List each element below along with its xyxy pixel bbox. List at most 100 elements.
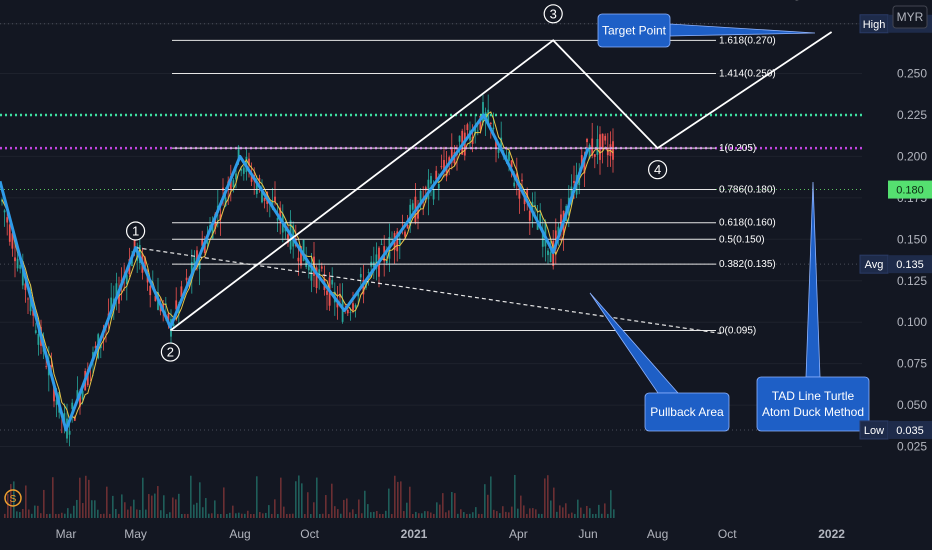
candle-body	[242, 167, 245, 174]
candle-body	[352, 303, 354, 311]
volume-bar	[10, 484, 12, 518]
volume-bar	[301, 483, 303, 518]
candle-body	[310, 264, 313, 281]
x-tick-label: Aug	[647, 527, 668, 541]
x-tick-label: Apr	[509, 527, 528, 541]
volume-bar	[472, 512, 474, 518]
callout-pointer	[805, 181, 821, 378]
volume-bar	[58, 513, 60, 518]
candle-body	[24, 283, 27, 290]
volume-bar	[253, 513, 255, 518]
volume-bar	[151, 495, 153, 518]
x-tick-label: Mar	[56, 527, 77, 541]
candle-body	[8, 224, 11, 242]
candle-body	[518, 187, 521, 199]
callout-text: Target Point	[602, 24, 667, 38]
volume-bar	[28, 509, 30, 518]
volume-bar	[133, 499, 135, 518]
volume-bar	[340, 513, 342, 518]
volume-bar	[295, 481, 297, 518]
volume-bar	[439, 504, 441, 518]
volume-bar	[394, 475, 396, 518]
volume-bar	[391, 513, 393, 518]
y-axis: 0.0250.0500.0750.1000.1250.1500.1750.200…	[897, 17, 927, 454]
candle-body	[500, 137, 503, 150]
candle-body	[586, 138, 588, 143]
fib-level-label: 0(0.095)	[719, 325, 756, 336]
candle-body	[515, 173, 518, 181]
price-tag: Low 0.035	[859, 420, 932, 440]
candle-body	[261, 191, 263, 203]
volume-bar	[37, 505, 39, 518]
volume-bar	[370, 512, 372, 518]
volume-bar	[220, 513, 222, 518]
volume-bar	[76, 499, 78, 518]
candle-body	[180, 286, 183, 297]
volume-bar	[331, 483, 333, 518]
candle-body	[445, 164, 448, 177]
volume-bar	[376, 510, 378, 518]
candle-body	[510, 160, 513, 168]
y-tick-label: 0.200	[897, 149, 927, 163]
candle-body	[276, 218, 279, 221]
currency-badge[interactable]: MYR	[892, 5, 928, 29]
volume-bar	[520, 495, 522, 518]
volume-bar	[322, 513, 324, 518]
candle-body	[32, 309, 35, 316]
volume-bar	[283, 506, 285, 518]
candle-body	[274, 196, 276, 202]
fib-level-label: 0.786(0.180)	[719, 185, 776, 196]
candle-body	[297, 257, 300, 262]
volume-bar	[157, 486, 159, 518]
volume-bar	[73, 505, 75, 518]
candle-body	[404, 231, 406, 237]
price-tag: 0.180	[888, 180, 932, 199]
callout-text: Atom Duck Method	[762, 405, 864, 419]
candle-body	[237, 146, 240, 159]
volume-bars	[4, 474, 615, 518]
volume-bar	[547, 475, 549, 518]
candle-body	[362, 279, 365, 295]
volume-bar	[7, 493, 9, 518]
candle-body	[292, 225, 295, 247]
volume-bar	[571, 512, 573, 518]
callout-2: Pullback Area	[589, 292, 730, 432]
volume-bar	[271, 513, 273, 518]
wave-label-number: 4	[654, 162, 661, 177]
candle-body	[34, 330, 37, 333]
volume-bar	[298, 475, 300, 518]
volume-bar	[67, 508, 69, 518]
svg-text:S: S	[10, 494, 17, 505]
volume-bar	[250, 514, 252, 518]
fib-level-label: 1.618(0.270)	[719, 35, 776, 46]
volume-bar	[307, 492, 309, 518]
volume-bar	[478, 513, 480, 518]
candle-body	[149, 286, 152, 296]
volume-bar	[109, 513, 111, 518]
volume-bar	[238, 512, 240, 518]
volume-bar	[97, 509, 99, 518]
candle-body	[432, 189, 435, 200]
price-tag-box	[888, 255, 932, 274]
volume-bar	[382, 513, 384, 518]
volume-bar	[112, 495, 114, 518]
wave-label-circle	[160, 342, 180, 362]
volume-bar	[454, 493, 456, 518]
volume-bar	[508, 512, 510, 518]
volume-bar	[43, 489, 45, 518]
volume-bar	[367, 504, 369, 518]
volume-bar	[91, 500, 93, 518]
volume-bar	[319, 514, 321, 518]
candle-body	[219, 214, 222, 220]
candle-body	[133, 236, 136, 250]
volume-bar	[244, 513, 246, 518]
candle-body	[175, 300, 178, 310]
volume-bar	[586, 505, 588, 518]
candle-body	[437, 183, 440, 189]
volume-bar	[103, 513, 105, 518]
volume-bar	[436, 502, 438, 518]
volume-bar	[559, 505, 561, 518]
candle-body	[396, 231, 399, 252]
candle-body	[557, 226, 560, 236]
